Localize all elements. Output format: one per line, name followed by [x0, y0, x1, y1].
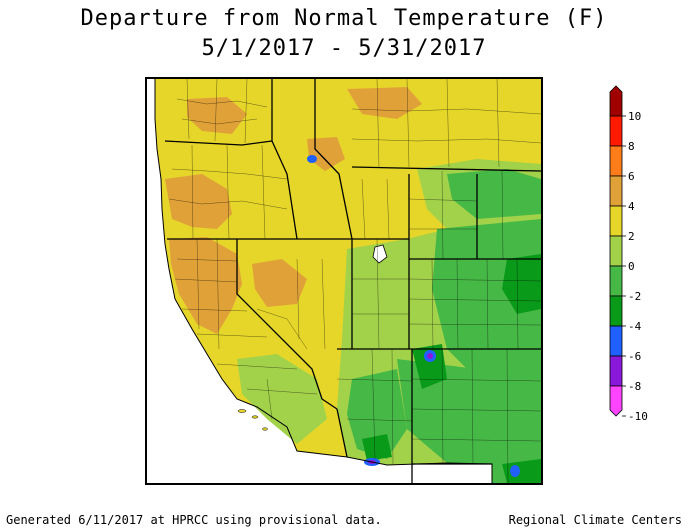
warm-region-california	[169, 237, 242, 334]
colorbar-bin	[609, 355, 623, 387]
colorbar-tick-label: -8	[628, 380, 641, 393]
colorbar-bin	[609, 295, 623, 327]
colder-region-newmexico	[397, 359, 541, 483]
colorbar-bin	[609, 325, 623, 357]
colorbar-tick-label: 4	[628, 200, 635, 213]
coastline	[154, 79, 493, 483]
very-cold-pocket-arizona-core	[427, 353, 433, 359]
colorbar-bin	[609, 265, 623, 297]
temperature-departure-map	[145, 77, 543, 485]
map-svg	[147, 79, 541, 483]
colorbar-bin	[609, 175, 623, 207]
very-cold-pocket-montana	[307, 155, 317, 163]
colorbar-tick-label: 2	[628, 230, 635, 243]
very-cold-pocket-se	[510, 465, 520, 477]
colorbar-tick-label: -10	[628, 410, 648, 423]
cold-pocket-newmexico-s	[502, 459, 541, 483]
map-title: Departure from Normal Temperature (F)	[80, 6, 608, 31]
colorbar-tick-label: -4	[628, 320, 642, 333]
warm-region-nevada	[252, 259, 307, 307]
colorbar-bin	[609, 235, 623, 267]
channel-island	[251, 415, 259, 419]
county-boundaries	[168, 79, 541, 483]
warm-region-idaho	[307, 137, 345, 171]
colorbar-bin	[609, 205, 623, 237]
colorbar-bin	[609, 115, 623, 147]
colorbar-bin	[609, 145, 623, 177]
colder-region-arizona	[347, 369, 407, 459]
colorbar-tick-label: 8	[628, 140, 635, 153]
colder-region-wyoming-e	[447, 169, 541, 219]
colorbar-bin	[609, 85, 623, 117]
map-date-range: 5/1/2017 - 5/31/2017	[201, 36, 487, 61]
colorbar-tick-label: 6	[628, 170, 635, 183]
colorbar-tick-label: -2	[628, 290, 641, 303]
cold-pocket-arizona	[412, 344, 447, 389]
colorbar-tick-label: 0	[628, 260, 635, 273]
colorbar-tick-label: 10	[628, 110, 641, 123]
warm-region-washington	[187, 97, 247, 134]
generated-note: Generated 6/11/2017 at HPRCC using provi…	[6, 513, 382, 527]
colorbar-tick-label: -6	[628, 350, 641, 363]
channel-island	[262, 427, 268, 431]
source-credit: Regional Climate Centers	[508, 513, 682, 527]
warm-region-oregon	[165, 174, 232, 229]
cold-pocket-colorado	[502, 254, 541, 314]
colorbar-bin	[609, 385, 623, 417]
great-salt-lake	[372, 244, 388, 264]
channel-island	[237, 409, 247, 413]
cold-pocket-sw	[362, 434, 392, 461]
cool-region-southern-calif	[237, 354, 327, 444]
colorbar-legend: 10 8 6 4 2 0 -2 -4 -6 -8 -10	[609, 85, 648, 423]
